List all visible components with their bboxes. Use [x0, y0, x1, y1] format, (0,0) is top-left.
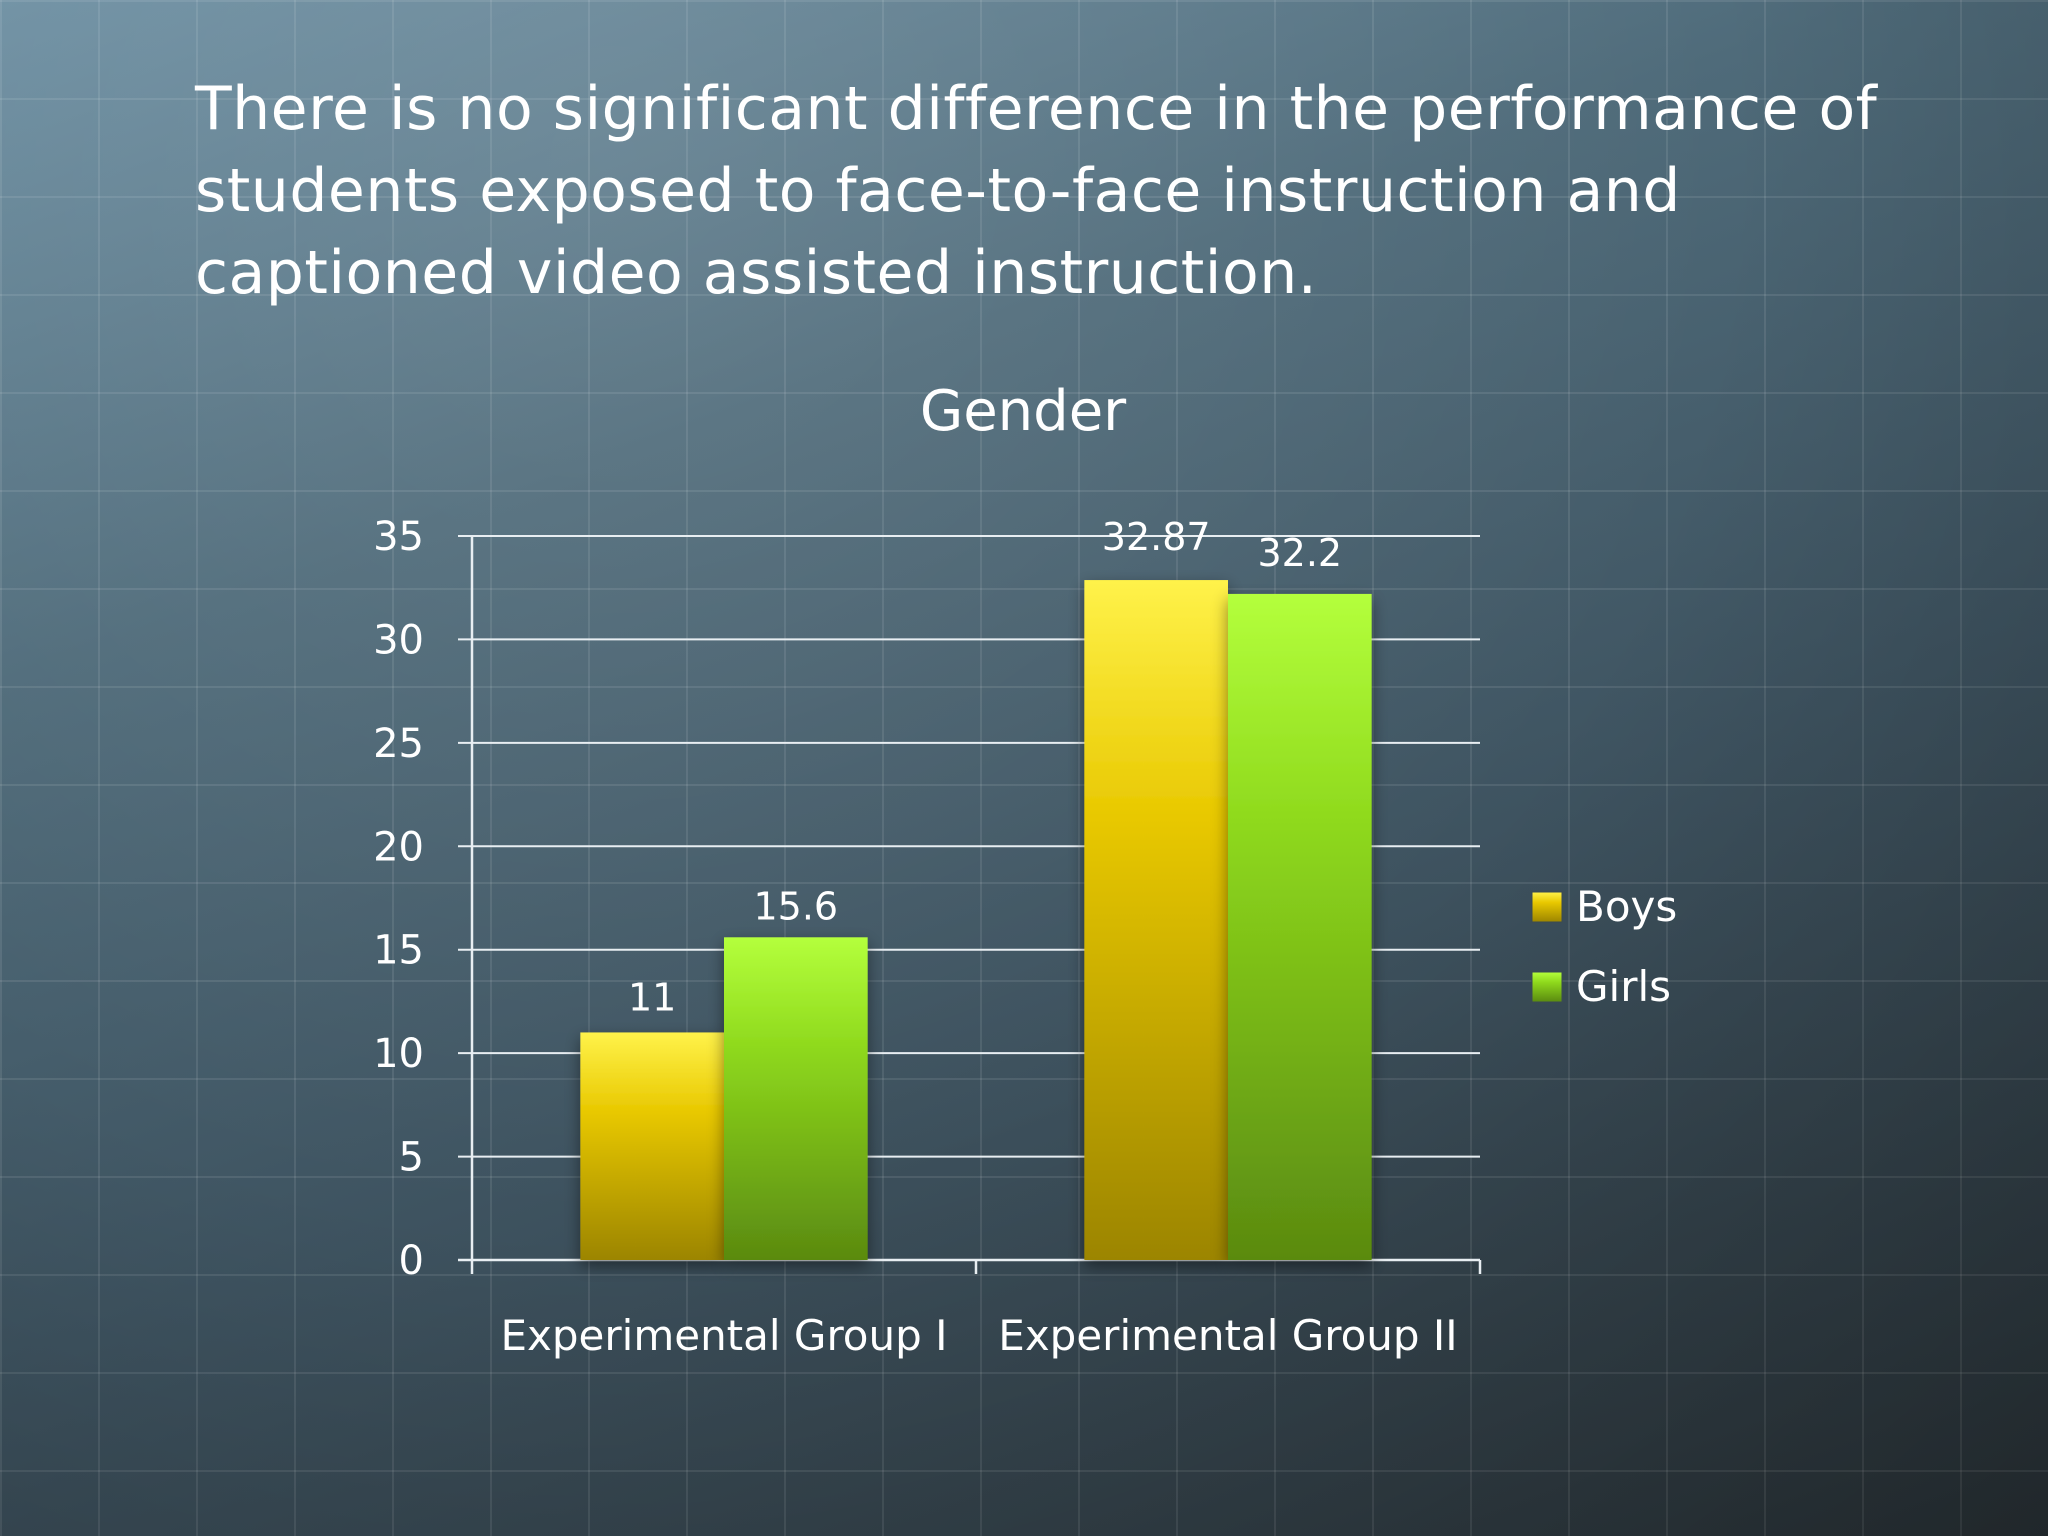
- data-label: 32.87: [1102, 515, 1211, 559]
- y-tick-label: 35: [373, 514, 424, 560]
- bar-boys-1: [580, 1032, 724, 1260]
- bars: [580, 580, 1372, 1260]
- legend-label: Girls: [1576, 962, 1671, 1011]
- legend-swatch-boys: [1531, 891, 1563, 923]
- slide-title: There is no significant difference in th…: [195, 74, 1878, 308]
- legend: Boys Girls: [1531, 882, 1677, 1011]
- data-label: 11: [628, 975, 676, 1019]
- bar-girls-2: [1228, 593, 1372, 1260]
- data-label: 32.2: [1258, 531, 1343, 575]
- data-label: 15.6: [754, 884, 839, 928]
- y-tick-label: 30: [373, 617, 424, 663]
- x-category-label: Experimental Group II: [998, 1311, 1457, 1360]
- x-category-label: Experimental Group I: [500, 1311, 947, 1360]
- y-tick-label: 5: [399, 1135, 424, 1181]
- legend-label: Boys: [1576, 882, 1677, 931]
- labels: 0 5 10 15 20 25 30 35 11 15.6 Experimental Group I…: [373, 514, 1458, 1360]
- y-tick-label: 15: [373, 928, 424, 974]
- bar-girls-1: [724, 937, 868, 1260]
- y-tick-label: 20: [373, 824, 424, 870]
- y-tick-label: 10: [373, 1031, 424, 1077]
- bar-boys-2: [1084, 580, 1228, 1260]
- y-tick-label: 25: [373, 721, 424, 767]
- y-tick-label: 0: [399, 1238, 424, 1284]
- legend-swatch-girls: [1531, 971, 1563, 1003]
- chart-title: Gender: [920, 379, 1127, 444]
